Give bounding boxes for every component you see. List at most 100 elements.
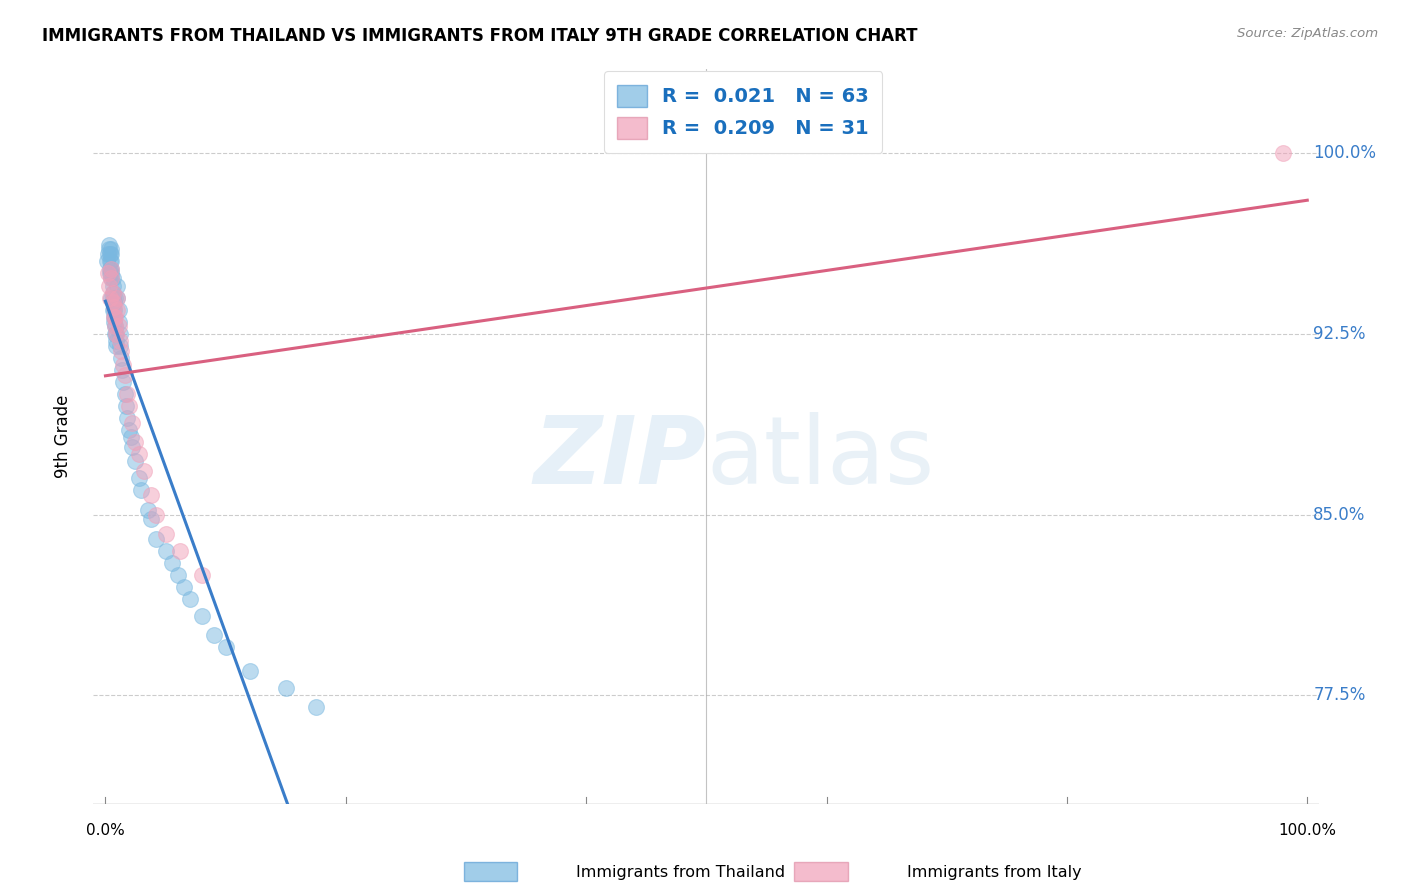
Point [121, 440, 143, 454]
Point [114, 387, 136, 401]
Point [101, 285, 124, 300]
Text: 85.0%: 85.0% [1313, 506, 1365, 524]
Point [139, 488, 162, 502]
Point [173, 580, 195, 594]
Point [104, 326, 127, 341]
Point [155, 543, 177, 558]
Point [105, 326, 128, 341]
Text: 100.0%: 100.0% [1313, 144, 1376, 162]
Point [105, 326, 128, 341]
Point [103, 295, 125, 310]
Point [128, 447, 150, 461]
Point [101, 291, 124, 305]
Point [131, 483, 153, 498]
Point [98, 267, 121, 281]
Point [98, 243, 121, 257]
Point [1272, 145, 1295, 160]
Text: ZIP: ZIP [533, 412, 706, 504]
Point [155, 526, 177, 541]
Point [100, 247, 122, 261]
Point [107, 315, 129, 329]
Point [108, 339, 131, 353]
Point [139, 512, 162, 526]
Point [124, 454, 146, 468]
Point [190, 567, 212, 582]
Text: atlas: atlas [706, 412, 935, 504]
Text: IMMIGRANTS FROM THAILAND VS IMMIGRANTS FROM ITALY 9TH GRADE CORRELATION CHART: IMMIGRANTS FROM THAILAND VS IMMIGRANTS F… [42, 27, 918, 45]
Point [110, 351, 132, 365]
Point [274, 681, 297, 695]
Point [97, 267, 120, 281]
Point [96, 254, 118, 268]
Point [100, 271, 122, 285]
Text: 9th Grade: 9th Grade [53, 394, 72, 478]
Point [108, 326, 131, 341]
Point [104, 291, 127, 305]
Point [145, 508, 167, 522]
Point [98, 237, 121, 252]
Point [98, 291, 121, 305]
Point [104, 310, 127, 324]
Point [103, 302, 125, 317]
Point [169, 543, 191, 558]
Point [107, 278, 129, 293]
Point [107, 291, 129, 305]
Point [108, 334, 131, 348]
Text: 0.0%: 0.0% [86, 823, 125, 838]
Point [98, 254, 121, 268]
Point [166, 567, 188, 582]
Point [124, 435, 146, 450]
Point [100, 261, 122, 276]
Point [103, 300, 125, 314]
Point [128, 471, 150, 485]
Point [98, 247, 121, 261]
Point [105, 334, 128, 348]
Point [114, 368, 136, 382]
Point [104, 319, 127, 334]
Point [121, 416, 143, 430]
Point [100, 267, 122, 281]
Point [100, 271, 122, 285]
Point [101, 271, 124, 285]
Text: Source: ZipAtlas.com: Source: ZipAtlas.com [1237, 27, 1378, 40]
Point [101, 285, 124, 300]
Text: Immigrants from Italy: Immigrants from Italy [907, 865, 1081, 880]
Point [118, 423, 141, 437]
Point [120, 430, 142, 444]
Point [107, 319, 129, 334]
Point [101, 295, 124, 310]
Point [118, 399, 141, 413]
Point [202, 628, 225, 642]
Text: 100.0%: 100.0% [1278, 823, 1336, 838]
Text: 92.5%: 92.5% [1313, 325, 1365, 343]
Point [115, 411, 138, 425]
Point [179, 591, 201, 606]
Point [103, 310, 125, 324]
Point [98, 261, 121, 276]
Point [136, 502, 159, 516]
Point [110, 343, 132, 358]
Point [103, 310, 125, 324]
Point [104, 319, 127, 334]
Point [100, 261, 122, 276]
Point [115, 399, 138, 413]
Point [101, 302, 124, 317]
Point [101, 295, 124, 310]
Point [103, 315, 125, 329]
Point [107, 302, 129, 317]
Text: 77.5%: 77.5% [1313, 686, 1365, 705]
Point [100, 254, 122, 268]
Point [112, 358, 135, 372]
Point [100, 291, 122, 305]
Point [214, 640, 236, 654]
Point [107, 302, 129, 317]
Point [160, 556, 183, 570]
Point [107, 291, 129, 305]
Point [112, 375, 135, 389]
Point [105, 339, 128, 353]
Point [111, 363, 134, 377]
Point [100, 243, 122, 257]
Text: Immigrants from Thailand: Immigrants from Thailand [576, 865, 786, 880]
Legend: R =  0.021   N = 63, R =  0.209   N = 31: R = 0.021 N = 63, R = 0.209 N = 31 [603, 70, 883, 153]
Point [97, 247, 120, 261]
